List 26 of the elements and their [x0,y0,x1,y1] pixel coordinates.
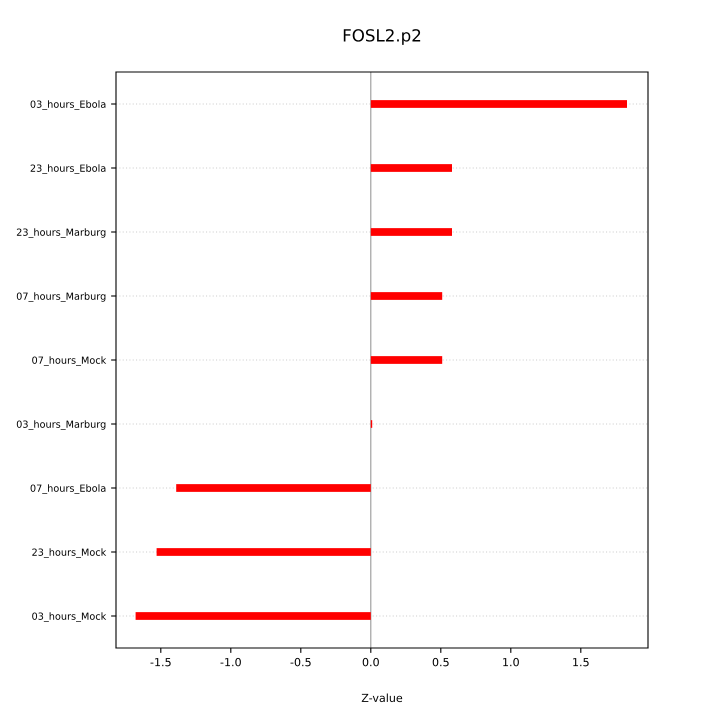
bar [156,548,371,556]
x-tick-label: -1.0 [220,658,241,666]
x-tick-label: 1.0 [503,658,519,666]
bar [370,356,442,364]
y-tick-label: 23_hours_Marburg [16,228,106,238]
x-tick-label: 1.5 [573,658,589,666]
x-tick-label: -0.5 [290,658,311,666]
y-tick-label: 07_hours_Marburg [16,292,106,302]
y-tick-label: 03_hours_Marburg [16,420,106,430]
y-tick-label: 07_hours_Ebola [30,484,106,494]
x-axis-title: Z-value [362,693,402,702]
chart-title: FOSL2.p2 [344,29,420,45]
x-tick-label: 0.5 [432,658,449,666]
x-tick-label: -1.5 [150,658,171,666]
bar [370,164,452,172]
y-tick-label: 23_hours_Mock [32,548,106,558]
bar [136,612,371,620]
y-tick-label: 03_hours_Ebola [30,100,106,110]
bar [176,484,371,492]
y-tick-label: 03_hours_Mock [32,612,106,622]
bar [370,100,627,108]
x-tick-label: 0.0 [362,658,379,666]
bar [370,292,442,300]
y-tick-label: 23_hours_Ebola [30,164,106,174]
bar [370,228,452,236]
y-tick-label: 07_hours_Mock [32,356,106,366]
